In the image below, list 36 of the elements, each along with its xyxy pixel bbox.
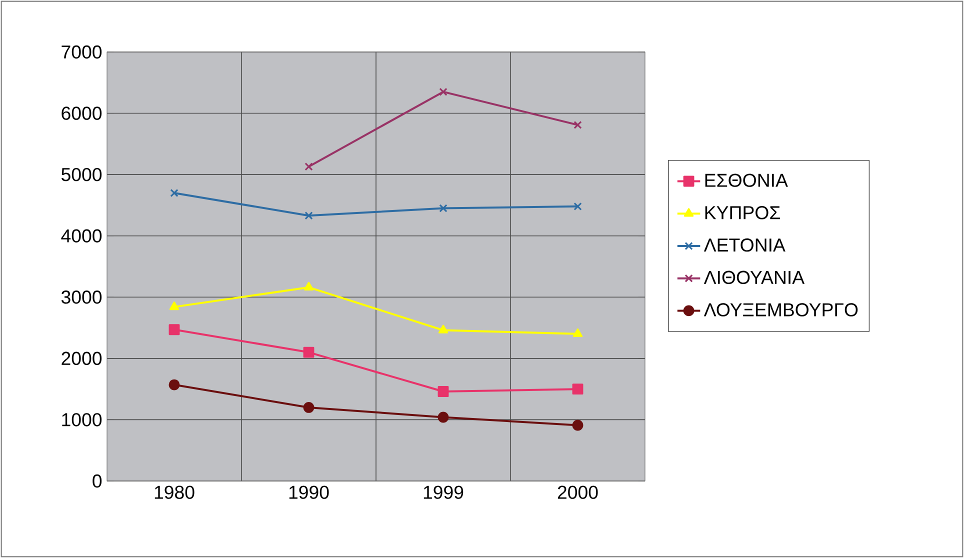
point — [169, 301, 180, 310]
legend-label: ΚΥΠΡΟΣ — [705, 206, 780, 220]
x-tick-label: 1999 — [424, 486, 464, 499]
point — [304, 162, 313, 171]
x-tick-label: 1980 — [154, 486, 194, 499]
y-tick-label: 4000 — [61, 229, 102, 242]
y-tick-label: 1000 — [62, 413, 102, 426]
y-tick-label: 0 — [92, 474, 102, 488]
point — [438, 412, 449, 423]
point — [572, 328, 583, 338]
point — [304, 212, 313, 220]
point — [168, 324, 180, 336]
point — [572, 384, 584, 395]
y-tick-label: 6000 — [62, 106, 102, 120]
point — [304, 282, 314, 290]
point — [303, 402, 314, 413]
point — [439, 204, 448, 212]
legend-label: ΕΣΘΟΝΙΑ — [705, 174, 788, 187]
point — [168, 379, 180, 390]
point — [438, 386, 449, 397]
y-tick-label: 5000 — [62, 168, 102, 182]
point — [438, 324, 448, 334]
point — [303, 346, 314, 358]
legend-label: ΛΙΘΟΥΑΝΙΑ — [704, 270, 805, 284]
x-tick-label: 1990 — [289, 486, 329, 499]
legend-label: ΛΟΥΞΕΜΒΟΥΡΓΟ — [704, 303, 858, 316]
point — [574, 120, 582, 130]
point — [170, 188, 178, 198]
point — [574, 202, 582, 211]
point — [572, 420, 584, 431]
y-tick-label: 7000 — [62, 45, 102, 59]
y-tick-label: 2000 — [62, 352, 102, 366]
legend-label: ΛΕΤΟΝΙΑ — [704, 238, 786, 252]
x-tick-label: 2000 — [558, 486, 598, 499]
point — [439, 88, 448, 96]
y-tick-label: 3000 — [61, 290, 102, 304]
